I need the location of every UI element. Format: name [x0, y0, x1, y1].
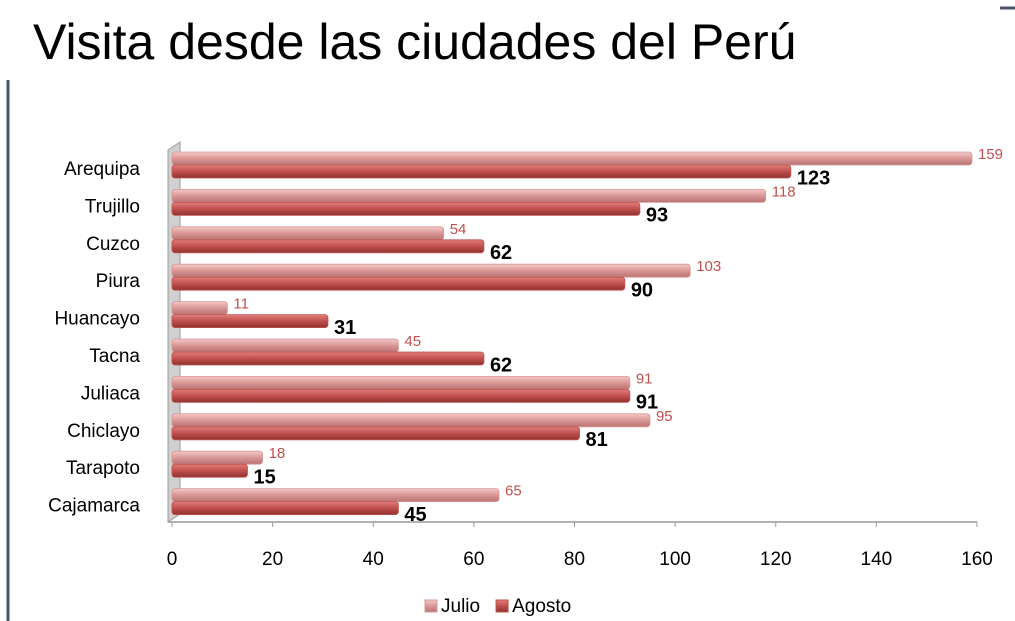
bar — [171, 188, 767, 203]
data-label: 91 — [636, 392, 658, 414]
data-label: 45 — [404, 333, 421, 350]
x-tick-label: 20 — [262, 549, 283, 570]
x-tick-label: 60 — [463, 549, 484, 570]
y-tick-label: Arequipa — [64, 159, 140, 180]
data-label: 123 — [797, 167, 830, 189]
bar — [171, 463, 248, 478]
data-label: 54 — [450, 221, 467, 238]
bar — [171, 276, 626, 291]
legend-swatch — [495, 599, 509, 613]
bar — [171, 239, 485, 254]
x-tick-label: 120 — [760, 549, 792, 570]
x-tick-label: 140 — [861, 549, 893, 570]
bar — [171, 426, 580, 441]
bar — [171, 151, 973, 166]
data-label: 31 — [334, 317, 356, 339]
y-tick-label: Tarapoto — [66, 458, 140, 479]
bar — [171, 388, 631, 403]
x-tick-label: 160 — [961, 549, 993, 570]
chart-title: Visita desde las ciudades del Perú — [33, 14, 796, 70]
data-label: 159 — [978, 146, 1003, 163]
y-tick-label: Huancayo — [54, 309, 140, 330]
data-label: 93 — [646, 205, 668, 227]
bar — [171, 375, 631, 390]
bar — [171, 301, 228, 316]
legend-swatch — [424, 599, 438, 613]
data-label: 11 — [233, 296, 249, 313]
x-tick-label: 80 — [564, 549, 585, 570]
y-tick-label: Juliaca — [81, 383, 141, 404]
data-label: 15 — [253, 466, 275, 488]
data-label: 118 — [772, 183, 796, 200]
data-label: 91 — [636, 370, 653, 387]
data-label: 81 — [586, 429, 608, 451]
bar — [171, 338, 399, 353]
y-tick-label: Tacna — [89, 346, 140, 367]
data-label: 90 — [631, 279, 653, 301]
legend-label: Agosto — [512, 596, 571, 617]
y-tick-label: Trujillo — [85, 196, 140, 217]
bar — [171, 501, 399, 516]
x-tick-label: 0 — [167, 549, 178, 570]
data-label: 65 — [505, 483, 522, 500]
x-tick-label: 100 — [659, 549, 691, 570]
bar — [171, 314, 329, 329]
bar — [171, 226, 445, 241]
bar — [171, 488, 500, 503]
y-tick-label: Chiclayo — [67, 421, 140, 442]
bar — [171, 413, 651, 428]
legend-label: Julio — [441, 596, 480, 617]
y-tick-label: Cuzco — [86, 234, 140, 255]
data-label: 62 — [490, 242, 512, 264]
y-tick-label: Piura — [96, 271, 141, 292]
data-label: 18 — [269, 445, 286, 462]
y-tick-label: Cajamarca — [48, 496, 140, 517]
bar — [171, 263, 691, 278]
data-label: 45 — [404, 504, 426, 526]
bar — [171, 351, 485, 366]
data-label: 95 — [656, 408, 673, 425]
bar — [171, 450, 263, 465]
bar — [171, 164, 792, 179]
bar — [171, 201, 641, 216]
data-label: 62 — [490, 354, 512, 376]
x-tick-label: 40 — [363, 549, 384, 570]
data-label: 103 — [696, 258, 721, 275]
